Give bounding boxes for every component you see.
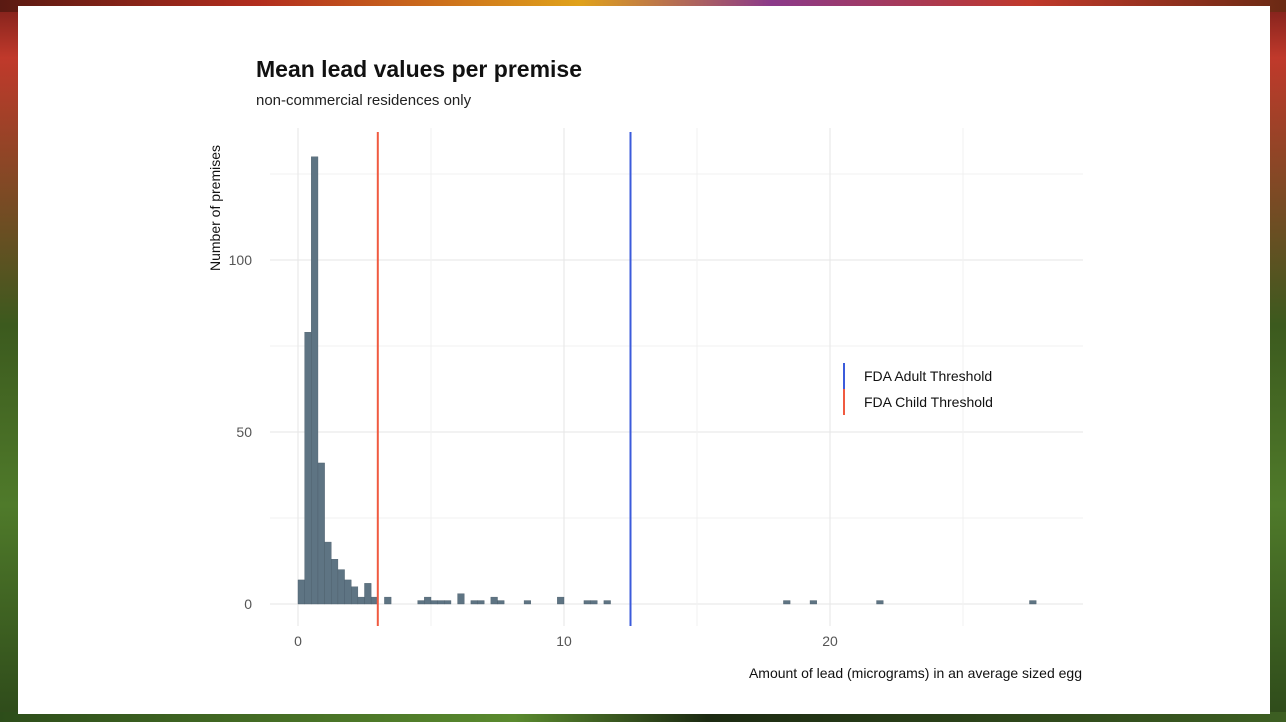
threshold-lines [376, 132, 632, 626]
x-axis-title: Amount of lead (micrograms) in an averag… [749, 665, 1082, 681]
histogram-bar [590, 600, 598, 605]
histogram-bar [357, 596, 365, 605]
histogram-bar [470, 600, 478, 605]
x-tick-label: 10 [556, 633, 572, 649]
x-tick-label: 20 [822, 633, 838, 649]
y-tick-label: 100 [229, 252, 253, 268]
background-bottom-strip [0, 712, 1286, 722]
histogram-bar [783, 600, 791, 605]
histogram-bar [351, 586, 359, 605]
histogram-bar [444, 600, 452, 605]
histogram-chart: 0 50 100 0 10 20 Number of premises Amount of… [207, 128, 1083, 681]
y-tick-label: 50 [236, 424, 252, 440]
histogram-bar [430, 600, 438, 605]
histogram-bar [364, 583, 372, 605]
histogram-bar [523, 600, 531, 605]
histogram-bar [603, 600, 611, 605]
legend: FDA Adult Threshold FDA Child Threshold [843, 363, 993, 415]
grid-lines [270, 128, 1083, 626]
legend-label: FDA Adult Threshold [864, 368, 992, 384]
histogram-bar [477, 600, 485, 605]
y-axis-title: Number of premises [207, 145, 223, 271]
histogram-bar [417, 600, 425, 605]
histogram-bars [297, 156, 1037, 605]
chart-title: Mean lead values per premise [256, 56, 582, 82]
legend-label: FDA Child Threshold [864, 394, 993, 410]
histogram-bar [331, 559, 339, 605]
histogram-bar [1029, 600, 1037, 605]
histogram-bar [809, 600, 817, 605]
axis-ticks: 0 50 100 0 10 20 [229, 252, 838, 649]
histogram-bar [384, 596, 392, 605]
histogram-bar [876, 600, 884, 605]
chart-subtitle: non-commercial residences only [256, 92, 472, 109]
histogram-bar [324, 541, 332, 605]
histogram-bar [490, 596, 498, 605]
histogram-bar [497, 600, 505, 605]
histogram-bar [437, 600, 445, 605]
histogram-bar [311, 156, 319, 605]
histogram-bar [424, 596, 432, 605]
histogram-bar [583, 600, 591, 605]
histogram-bar [344, 579, 352, 605]
histogram-bar [304, 332, 312, 605]
histogram-bar [457, 593, 465, 605]
x-tick-label: 0 [294, 633, 302, 649]
y-tick-label: 0 [244, 596, 252, 612]
histogram-bar [317, 462, 325, 605]
histogram-bar [297, 579, 305, 605]
chart-card: Mean lead values per premise non-commerc… [18, 6, 1270, 714]
histogram-bar [557, 596, 565, 605]
histogram-bar [337, 569, 345, 605]
